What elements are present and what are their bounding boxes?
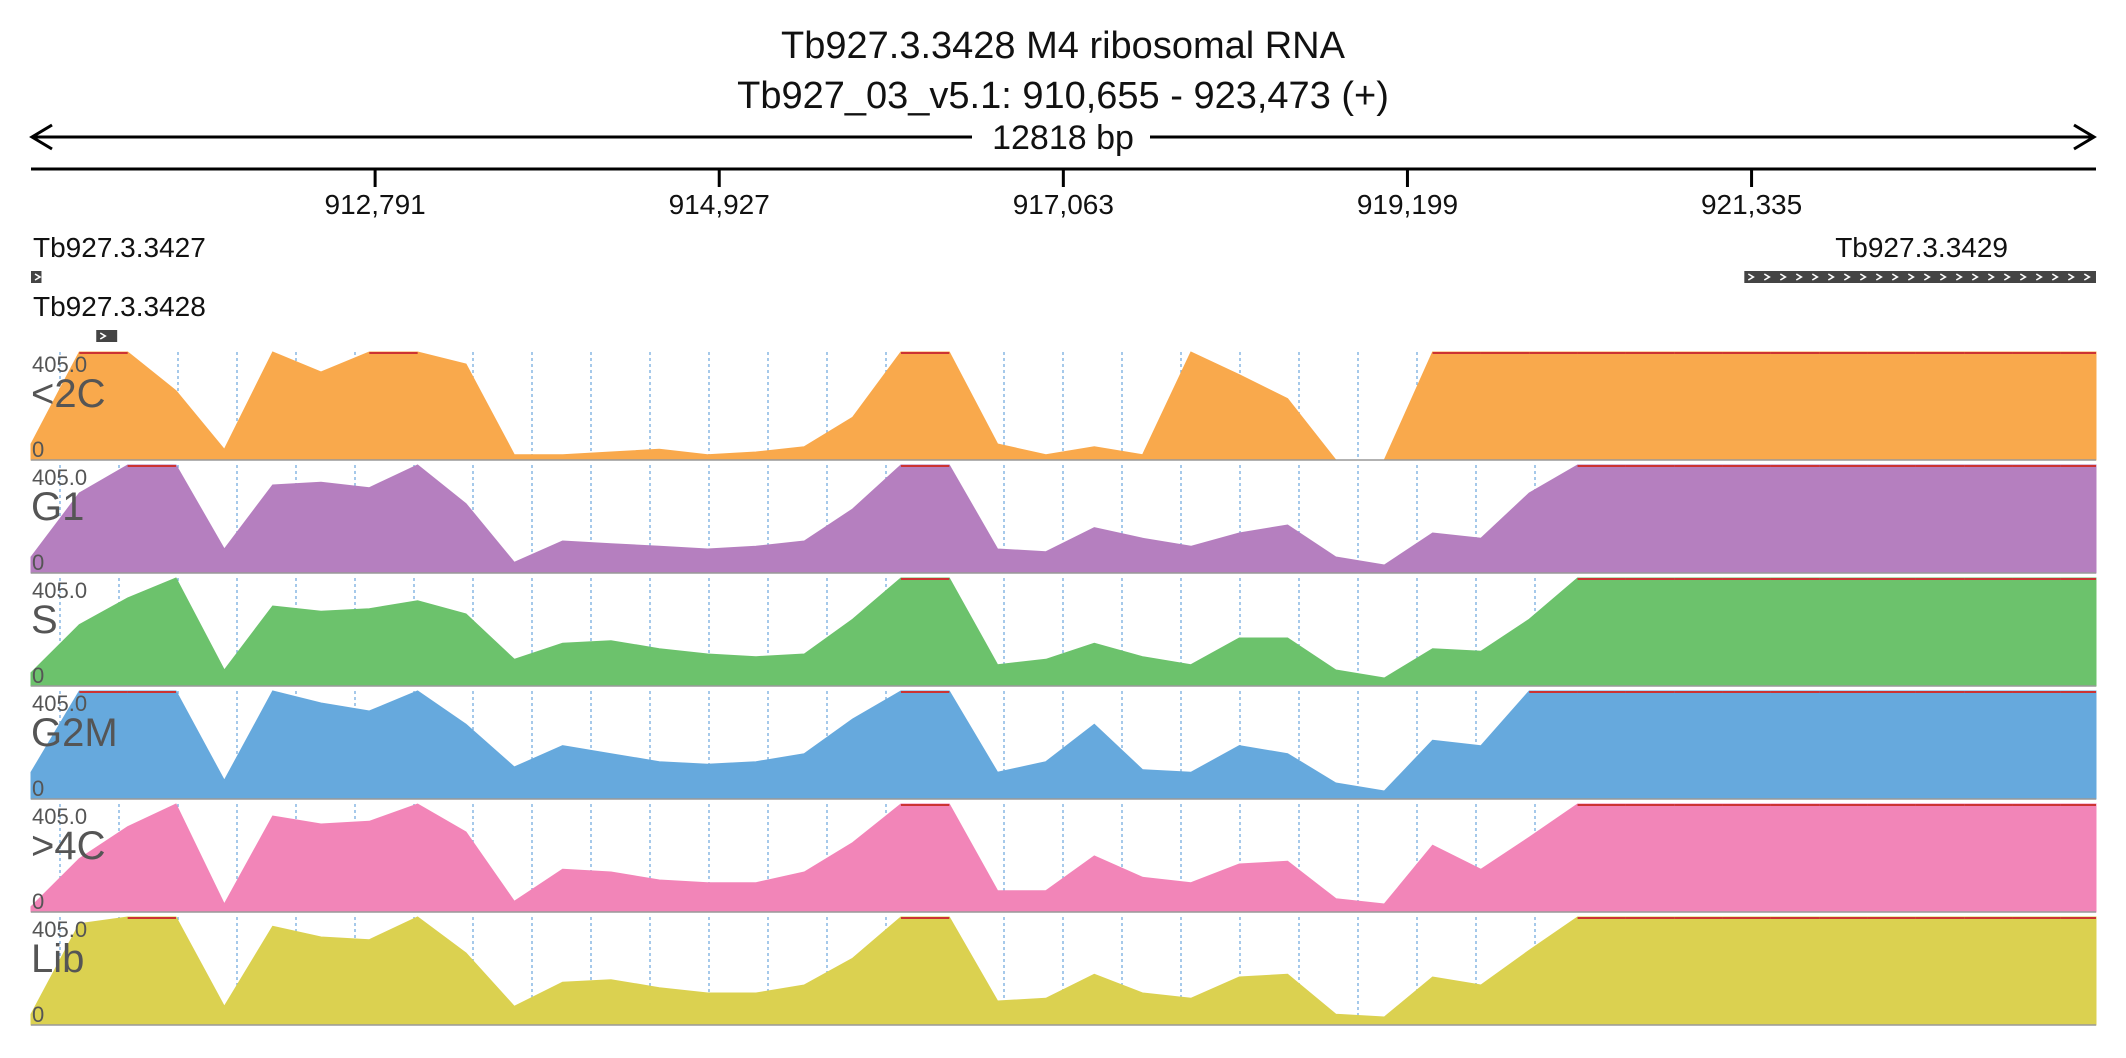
track-name: <2C: [31, 372, 106, 416]
track-ymin-label: 0: [32, 550, 44, 575]
span-arrow: [29, 123, 2097, 151]
strand-chevron: [2035, 273, 2043, 281]
track-ymax-label: 405.0: [32, 465, 87, 490]
strand-chevron: [1859, 273, 1867, 281]
track-name: G1: [31, 485, 84, 529]
strand-chevron: [1987, 273, 1995, 281]
ruler-ticks: 912,791 914,927 917,063 919,199 921,335: [325, 169, 1802, 220]
strand-chevron: [1811, 273, 1819, 281]
strand-chevron: [1907, 273, 1915, 281]
ruler-tick-label: 919,199: [1357, 189, 1458, 220]
strand-chevron: [1763, 273, 1771, 281]
track-name: G2M: [31, 711, 118, 755]
strand-chevron: [1955, 273, 1963, 281]
track-2: 405.0 0 S: [30, 577, 2097, 688]
strand-chevron: [99, 332, 107, 340]
strand-chevron: [1939, 273, 1947, 281]
gene-feature: [1744, 271, 2096, 283]
strand-chevron: [1843, 273, 1851, 281]
gene-label: Tb927.3.3427: [33, 232, 206, 263]
gene-feature: [31, 271, 42, 283]
track-ymax-label: 405.0: [32, 917, 87, 942]
track-ymax-label: 405.0: [32, 691, 87, 716]
strand-chevron: [1971, 273, 1979, 281]
coverage-tracks: 405.00<2C405.00G1405.00S405.00G2M405.00>…: [30, 351, 2097, 1027]
track-ymax-label: 405.0: [32, 804, 87, 829]
track-ymin-label: 0: [32, 889, 44, 914]
strand-chevron: [1747, 273, 1755, 281]
strand-chevron: [2003, 273, 2011, 281]
strand-chevron: [2019, 273, 2027, 281]
strand-chevron: [1827, 273, 1835, 281]
gene-label: Tb927.3.3429: [1835, 232, 2008, 263]
strand-chevron: [1891, 273, 1899, 281]
strand-chevron: [2051, 273, 2059, 281]
track-3: 405.0 0 G2M: [30, 690, 2097, 801]
track-5: 405.0 0 Lib: [30, 916, 2097, 1027]
ruler-tick-label: 914,927: [669, 189, 770, 220]
ruler-tick-label: 912,791: [325, 189, 426, 220]
strand-chevron: [1795, 273, 1803, 281]
track-ymax-label: 405.0: [32, 352, 87, 377]
gene-track: Tb927.3.3427 Tb927.3.3428 Tb927.3.3429: [31, 232, 2096, 342]
track-4: 405.0 0 >4C: [30, 803, 2097, 914]
strand-chevron: [2067, 273, 2075, 281]
gene-title: Tb927.3.3428 M4 ribosomal RNA: [781, 25, 1346, 67]
track-ymax-label: 405.0: [32, 578, 87, 603]
track-0: 405.0 0 <2C: [30, 351, 2097, 462]
track-name: S: [31, 598, 58, 642]
track-name: Lib: [31, 937, 84, 981]
track-ymin-label: 0: [32, 663, 44, 688]
gene-label: Tb927.3.3428: [33, 291, 206, 322]
strand-chevron: [1875, 273, 1883, 281]
track-ymin-label: 0: [32, 776, 44, 801]
strand-chevron: [2083, 273, 2091, 281]
strand-chevron: [34, 273, 42, 281]
track-ymin-label: 0: [32, 437, 44, 462]
ruler-tick-label: 921,335: [1701, 189, 1802, 220]
span-label: 12818 bp: [992, 119, 1134, 157]
ruler-tick-label: 917,063: [1013, 189, 1114, 220]
track-ymin-label: 0: [32, 1002, 44, 1027]
strand-chevron: [1923, 273, 1931, 281]
locus-title: Tb927_03_v5.1: 910,655 - 923,473 (+): [737, 75, 1389, 117]
strand-chevron: [1779, 273, 1787, 281]
track-name: >4C: [31, 824, 106, 868]
track-1: 405.0 0 G1: [30, 464, 2097, 575]
